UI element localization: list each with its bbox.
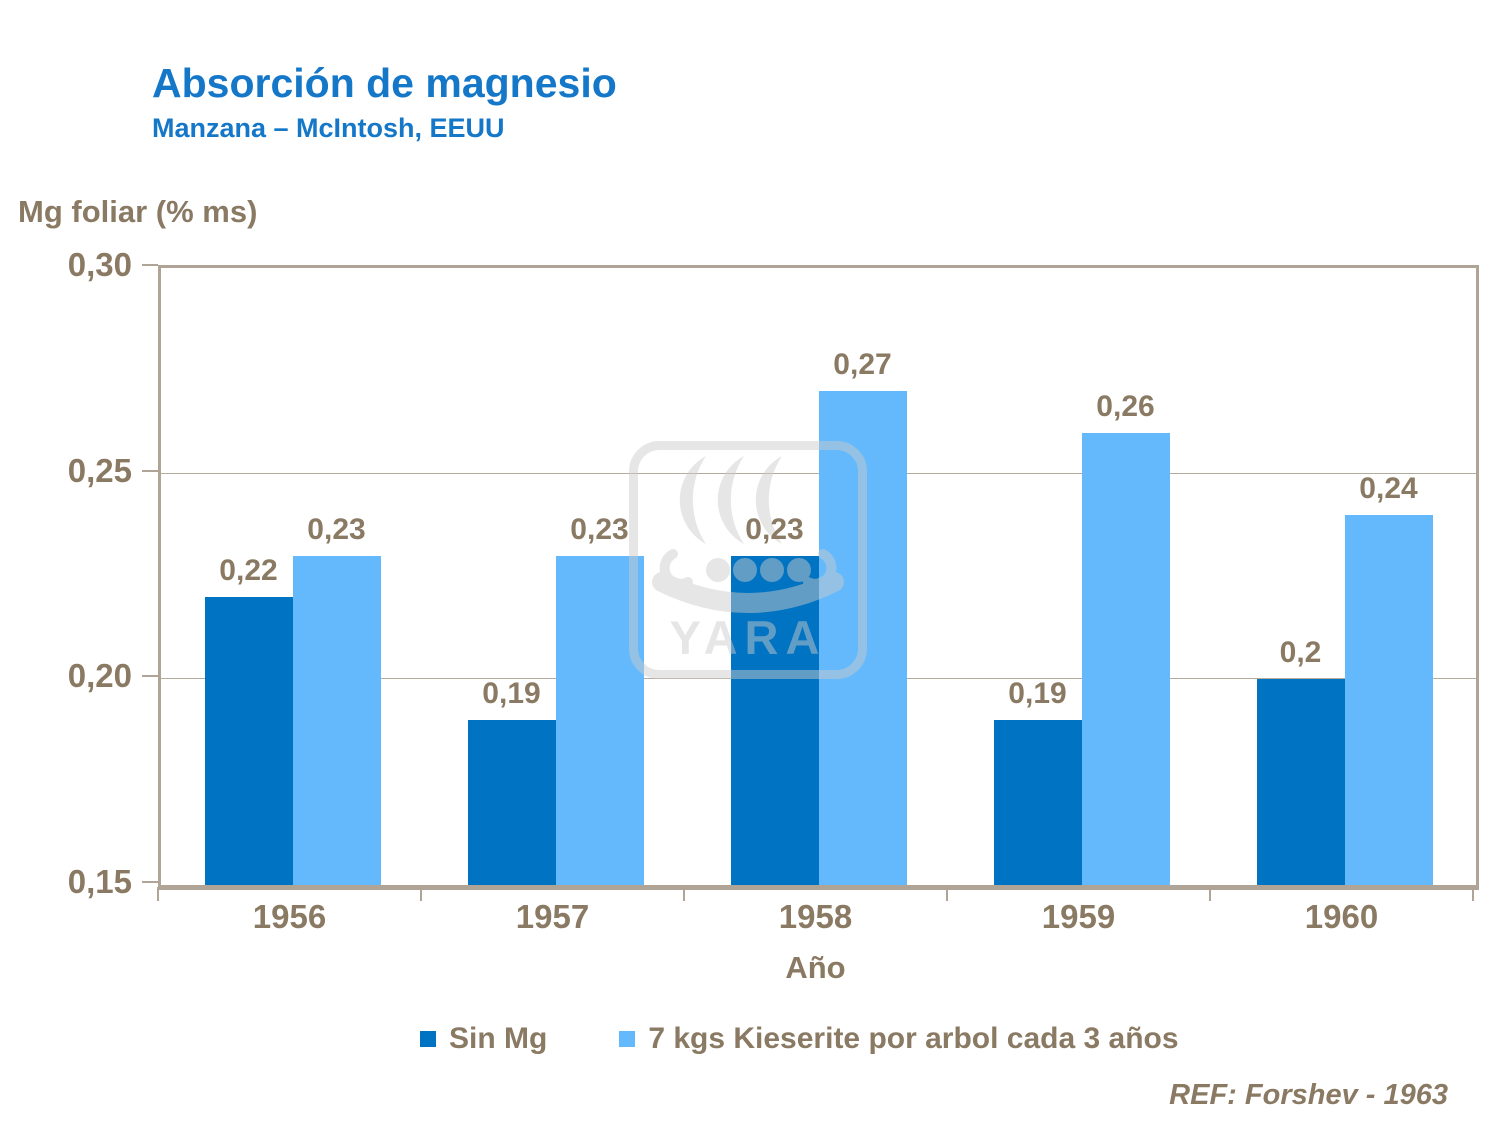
bar-value-label: 0,23: [307, 512, 366, 546]
bar-value-label: 0,22: [219, 554, 278, 588]
y-axis-tick: [142, 264, 158, 266]
bar: [1344, 514, 1433, 885]
legend-label: Sin Mg: [449, 1022, 548, 1055]
bar: [292, 555, 381, 885]
x-tick-label: 1959: [1041, 898, 1116, 935]
bar: [730, 555, 819, 885]
x-tick-label: 1956: [252, 898, 327, 935]
bar-value-label: 0,27: [833, 348, 892, 382]
bar: [467, 720, 556, 885]
bar-value-label: 0,2: [1279, 636, 1322, 670]
y-axis-tick: [142, 881, 158, 883]
bar-value-label: 0,24: [1359, 471, 1418, 505]
bar-value-label: 0,19: [482, 677, 541, 711]
y-tick-label: 0,15: [67, 863, 132, 900]
bar: [1256, 679, 1345, 885]
bar: [555, 555, 644, 885]
bar-value-label: 0,26: [1096, 389, 1155, 423]
x-axis-tick: [1472, 887, 1474, 901]
viking-ship-hull-icon: [652, 549, 844, 613]
legend-swatch: [420, 1031, 436, 1047]
legend-item: Sin Mg: [420, 1022, 547, 1056]
plot-area: 0,22 0,23 0,19 0,23 0,23 0,27 0,19 0,26 0,2 0,24: [158, 265, 1479, 890]
bar: [204, 597, 293, 885]
watermark-frame: [629, 441, 867, 679]
x-axis-title: Año: [785, 950, 846, 985]
reference-text: REF: Forshev - 1963: [1169, 1079, 1448, 1111]
bar: [993, 720, 1082, 885]
x-tick-label: 1958: [778, 898, 853, 935]
y-tick-label: 0,30: [67, 246, 132, 283]
x-tick-label: 1960: [1304, 898, 1379, 935]
bar: [818, 391, 907, 885]
x-axis-tick: [420, 887, 422, 901]
x-tick-label: 1957: [515, 898, 590, 935]
y-tick-label: 0,25: [67, 451, 132, 489]
x-axis-tick: [1209, 887, 1211, 901]
legend-swatch: [619, 1031, 636, 1047]
legend-label: 7 kgs Kieserite por arbol cada 3 años: [648, 1022, 1179, 1055]
y-axis-title: Mg foliar (% ms): [18, 194, 258, 229]
yara-watermark-logo: YARA: [629, 441, 867, 679]
chart-title: Absorción de magnesio: [152, 60, 617, 106]
y-tick-label: 0,20: [67, 657, 132, 695]
y-axis-tick: [142, 469, 158, 472]
legend: Sin Mg 7 kgs Kieserite por arbol cada 3 a…: [420, 1022, 1179, 1056]
viking-ship-sails-icon: [679, 456, 782, 544]
x-axis-tick: [683, 887, 685, 901]
y-axis-tick: [142, 675, 158, 678]
bar-value-label: 0,19: [1008, 677, 1067, 711]
x-axis-tick: [946, 887, 948, 901]
chart-subtitle: Manzana – McIntosh, EEUU: [152, 113, 505, 143]
bar: [1081, 432, 1170, 885]
bar-value-label: 0,23: [745, 512, 804, 546]
legend-item: 7 kgs Kieserite por arbol cada 3 años: [619, 1022, 1179, 1056]
watermark-wordmark: YARA: [670, 611, 827, 664]
x-axis-tick: [157, 887, 159, 901]
bar-value-label: 0,23: [570, 512, 629, 546]
